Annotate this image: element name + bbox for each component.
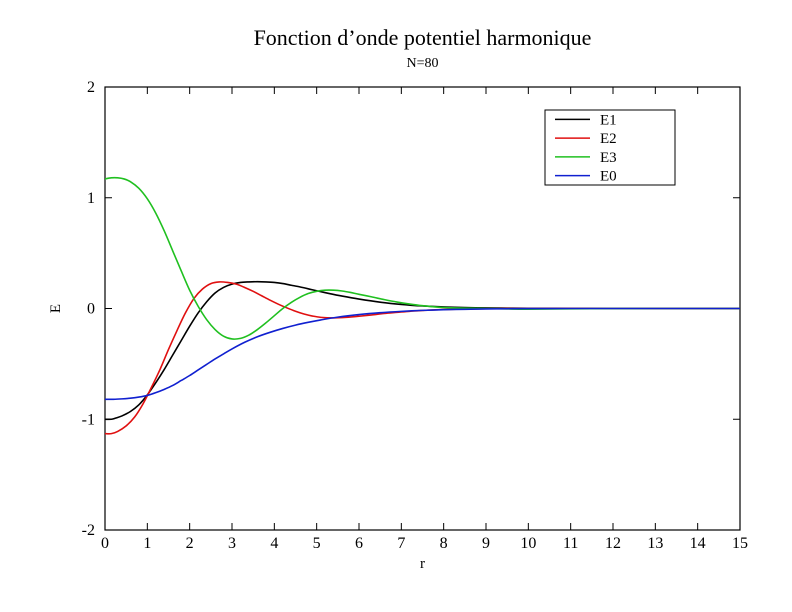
chart-subtitle: N=80 xyxy=(406,56,438,71)
xtick-label: 5 xyxy=(313,535,321,552)
xtick-label: 13 xyxy=(647,535,663,552)
xtick-label: 1 xyxy=(143,535,151,552)
ytick-label: 1 xyxy=(87,190,95,207)
xtick-label: 15 xyxy=(732,535,748,552)
ytick-label: 2 xyxy=(87,79,95,96)
chart-svg: 0123456789101112131415-2-1012rEFonction … xyxy=(0,0,792,612)
ytick-label: -1 xyxy=(82,411,95,428)
ytick-label: -2 xyxy=(82,522,95,539)
xtick-label: 6 xyxy=(355,535,363,552)
chart-bg xyxy=(0,0,792,612)
legend-label-E0: E0 xyxy=(600,169,617,185)
x-axis-label: r xyxy=(420,556,425,572)
chart-title: Fonction d’onde potentiel harmonique xyxy=(254,25,592,50)
legend-label-E2: E2 xyxy=(600,131,617,147)
ytick-label: 0 xyxy=(87,301,95,318)
xtick-label: 7 xyxy=(397,535,405,552)
xtick-label: 0 xyxy=(101,535,109,552)
xtick-label: 4 xyxy=(270,535,278,552)
legend-label-E3: E3 xyxy=(600,150,617,166)
xtick-label: 9 xyxy=(482,535,490,552)
chart-container: 0123456789101112131415-2-1012rEFonction … xyxy=(0,0,792,612)
xtick-label: 12 xyxy=(605,535,621,552)
xtick-label: 8 xyxy=(440,535,448,552)
xtick-label: 3 xyxy=(228,535,236,552)
xtick-label: 2 xyxy=(186,535,194,552)
xtick-label: 14 xyxy=(690,535,706,552)
legend: E1 E2 E3 E0 xyxy=(545,110,675,185)
legend-label-E1: E1 xyxy=(600,112,617,128)
xtick-label: 10 xyxy=(520,535,536,552)
xtick-label: 11 xyxy=(563,535,578,552)
y-axis-label: E xyxy=(48,304,64,313)
